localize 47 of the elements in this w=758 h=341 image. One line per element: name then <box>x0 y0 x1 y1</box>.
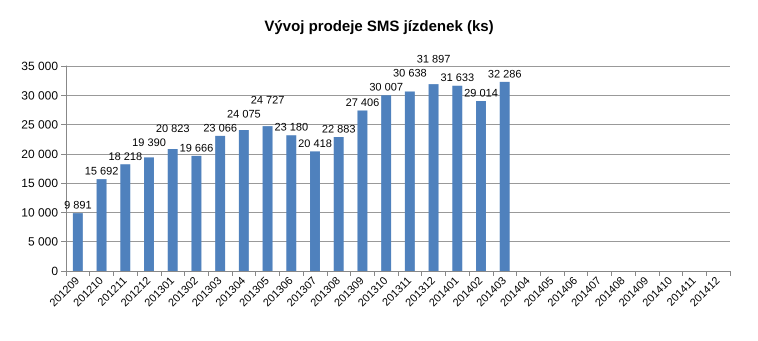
data-label: 30 638 <box>393 68 427 80</box>
y-tick-label: 10 000 <box>21 205 58 220</box>
bar <box>215 136 226 271</box>
data-label: 24 075 <box>227 108 261 120</box>
data-label: 23 066 <box>203 122 237 134</box>
data-label: 20 823 <box>156 122 190 135</box>
data-label: 22 883 <box>322 123 356 136</box>
y-tick-label: 35 000 <box>21 59 58 73</box>
bar <box>168 149 178 271</box>
data-label: 31 897 <box>416 54 450 66</box>
y-tick-label: 25 000 <box>21 118 58 132</box>
bar <box>310 151 320 271</box>
data-label: 29 014 <box>464 88 498 100</box>
bar <box>144 157 154 271</box>
bar <box>120 164 130 271</box>
bar <box>381 95 392 271</box>
data-label: 32 286 <box>488 68 522 80</box>
data-label: 30 007 <box>369 82 403 94</box>
bar <box>500 82 510 271</box>
y-tick-label: 15 000 <box>21 176 58 190</box>
y-tick-label: 20 000 <box>21 146 58 161</box>
bar <box>72 213 83 271</box>
data-label: 18 218 <box>108 150 142 163</box>
bar <box>428 84 439 271</box>
data-label: 15 692 <box>84 166 118 178</box>
bar <box>476 101 486 271</box>
data-label: 20 418 <box>298 138 332 150</box>
y-tick-label: 5 000 <box>28 234 58 249</box>
bar <box>334 136 344 271</box>
data-label: 31 633 <box>440 72 474 84</box>
data-label: 19 390 <box>132 136 166 149</box>
data-label: 9 891 <box>64 200 92 212</box>
bar <box>238 130 249 271</box>
bar <box>191 156 202 271</box>
bar <box>357 110 368 271</box>
data-label: 23 180 <box>274 122 308 134</box>
y-tick-label: 30 000 <box>21 88 58 102</box>
bar <box>262 126 273 271</box>
bar <box>404 92 415 271</box>
chart-title: Vývoj prodeje SMS jízdenek (ks) <box>264 18 494 35</box>
data-label: 27 406 <box>346 96 380 109</box>
data-label: 19 666 <box>180 142 214 154</box>
bar <box>452 86 462 271</box>
y-tick-label: 0 <box>51 264 58 278</box>
bar <box>96 179 107 271</box>
bar <box>286 135 296 271</box>
data-label: 24 727 <box>250 94 284 106</box>
